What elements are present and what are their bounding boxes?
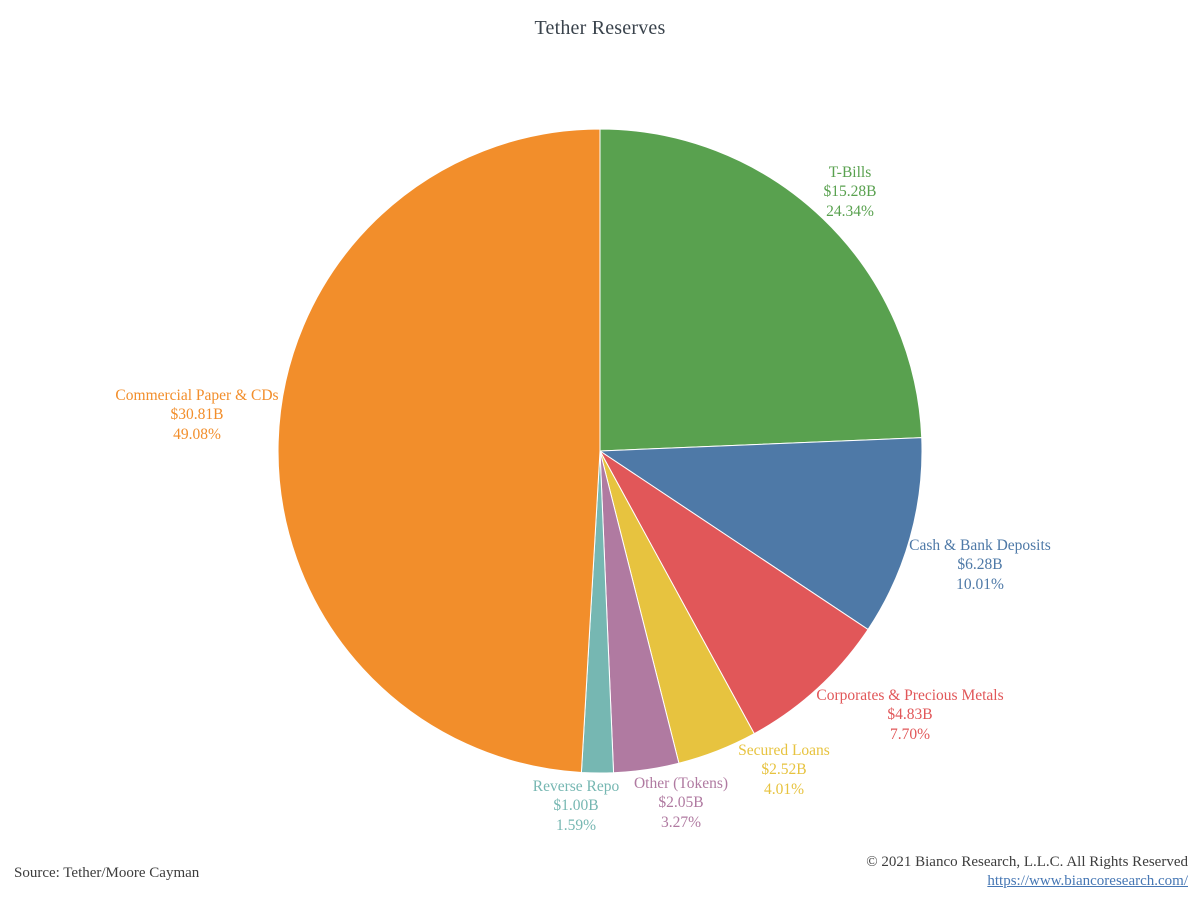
chart-title: Tether Reserves xyxy=(534,17,666,39)
slice-name: Cash & Bank Deposits xyxy=(909,537,1051,554)
slice-percent: 49.08% xyxy=(173,425,221,443)
slice-name: Other (Tokens) xyxy=(633,775,729,792)
source-note: Source: Tether/Moore Cayman xyxy=(14,865,200,881)
footer-right: © 2021 Bianco Research, L.L.C. All Right… xyxy=(866,853,1188,890)
pie-slice-cash-bank-deposits xyxy=(598,437,923,631)
slice-label-other-tokens: Other (Tokens) $2.05B 3.27% xyxy=(634,774,728,832)
slice-value: $4.83B xyxy=(887,706,933,724)
slice-label-t-bills: T-Bills $15.28B 24.34% xyxy=(824,163,877,221)
website-link[interactable]: https://www.biancoresearch.com/ xyxy=(987,872,1188,889)
slice-value: $2.52B xyxy=(761,761,807,779)
slice-percent: 3.27% xyxy=(660,813,702,831)
slice-label-cash-bank-deposits: Cash & Bank Deposits $6.28B 10.01% xyxy=(909,536,1051,594)
slice-name: Reverse Repo xyxy=(532,778,620,795)
slice-percent: 1.59% xyxy=(555,816,597,834)
slice-percent: 10.01% xyxy=(956,575,1004,593)
pie-slice-corporates-precious-metals xyxy=(599,450,869,735)
slice-value: $6.28B xyxy=(957,556,1003,574)
pie-slice-commercial-paper-cds xyxy=(277,128,601,773)
slice-name: T-Bills xyxy=(828,164,872,181)
slice-percent: 24.34% xyxy=(826,202,874,220)
pie-slice-t-bills xyxy=(599,128,923,452)
slice-label-commercial-paper-cds: Commercial Paper & CDs $30.81B 49.08% xyxy=(115,386,278,444)
slice-value: $1.00B xyxy=(553,797,599,815)
slice-label-corporates-precious-metals: Corporates & Precious Metals $4.83B 7.70… xyxy=(816,686,1003,744)
slice-label-secured-loans: Secured Loans $2.52B 4.01% xyxy=(738,741,830,799)
slice-value: $30.81B xyxy=(170,406,224,424)
slice-percent: 7.70% xyxy=(889,725,931,743)
slice-name: Secured Loans xyxy=(738,742,830,759)
slice-value: $15.28B xyxy=(823,183,877,201)
slice-name: Commercial Paper & CDs xyxy=(115,387,279,404)
copyright-text: © 2021 Bianco Research, L.L.C. All Right… xyxy=(866,854,1188,870)
slice-name: Corporates & Precious Metals xyxy=(816,687,1004,704)
slice-value: $2.05B xyxy=(658,794,704,812)
slice-label-reverse-repo: Reverse Repo $1.00B 1.59% xyxy=(533,777,620,835)
slice-percent: 4.01% xyxy=(763,780,805,798)
